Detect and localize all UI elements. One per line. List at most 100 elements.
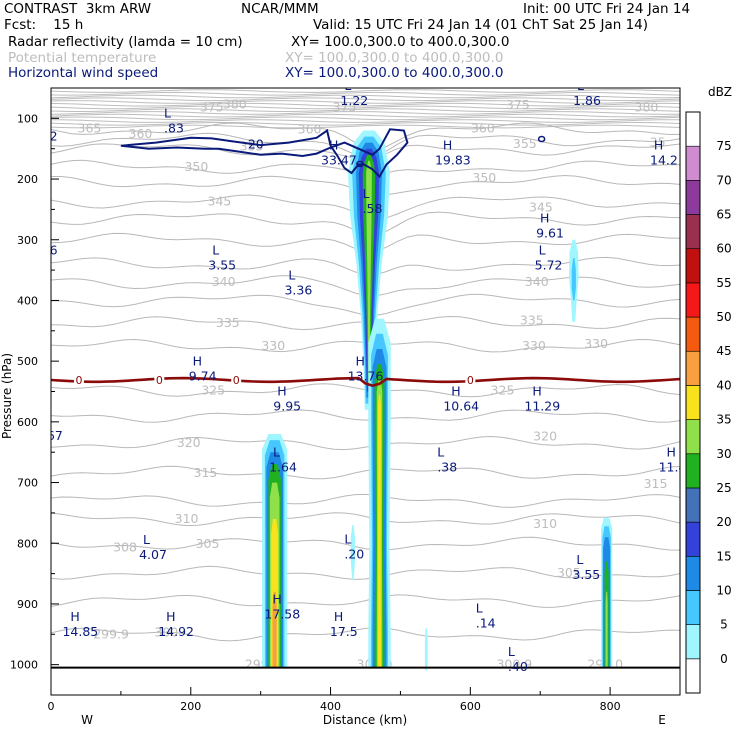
theta-label: 305 (196, 536, 220, 551)
theta-label: 315 (644, 476, 668, 491)
reflectivity-field (262, 130, 613, 671)
field-name-reflectivity: Radar reflectivity (lamda = 10 cm) (8, 34, 243, 50)
wind-extremum-label: H19.83 (435, 138, 471, 168)
organization: NCAR/MMM (241, 1, 319, 17)
extremum-value: 13.76 (348, 369, 384, 384)
theta-label: 315 (194, 465, 218, 480)
colorbar-label: 10 (716, 583, 731, 597)
extremum-type: H (654, 138, 663, 153)
theta-label: 375 (333, 99, 357, 114)
wind-extremum-label: L4.07 (139, 532, 167, 562)
y-axis-label: Pressure (hPa) (0, 353, 14, 439)
colorbar-swatch (685, 385, 701, 420)
colorbar-label: 40 (716, 378, 731, 392)
theta-contour (51, 100, 680, 104)
theta-label: 35 (650, 135, 666, 150)
x-tick-label: 400 (320, 700, 341, 713)
freezing-label-bg (231, 373, 242, 385)
colorbar-swatch (685, 419, 701, 455)
theta-label: 308 (113, 539, 137, 554)
reflectivity-contour (272, 543, 277, 668)
theta-label: 330 (584, 336, 608, 351)
x-axis-west-label: W (81, 713, 93, 727)
theta-label: 335 (216, 315, 240, 330)
extremum-value: 1.86 (573, 93, 601, 108)
theta-contour (51, 91, 680, 96)
theta-label: 325 (491, 382, 515, 397)
extremum-value: .14 (476, 616, 496, 631)
theta-label: 360 (298, 121, 322, 136)
theta-contour (51, 116, 680, 121)
extremum-value: 72 (42, 128, 58, 143)
colorbar-swatch (685, 145, 701, 181)
theta-contour (51, 536, 680, 551)
colorbar-label: 25 (716, 481, 731, 495)
colorbar-swatch (685, 282, 701, 318)
theta-label: 330 (261, 338, 285, 353)
wind-extremum-label: H11.42 (659, 445, 680, 475)
extremum-value: 33.47 (321, 153, 357, 168)
extremum-value: .83 (164, 120, 184, 135)
wind-extremum-label: H33.47 (321, 138, 357, 168)
reflectivity-contour (366, 160, 372, 380)
colorbar-label: 55 (716, 276, 731, 290)
colorbar-swatch (685, 487, 701, 523)
extremum-type: H (39, 413, 48, 428)
wind-extremum-label: L5.72 (535, 243, 563, 273)
theta-contour (51, 94, 680, 99)
colorbar-label: 45 (716, 344, 731, 358)
freezing-label: 0 (75, 374, 82, 387)
theta-contour (51, 435, 680, 451)
extremum-type: L (577, 78, 584, 93)
colorbar-swatch (685, 214, 701, 250)
colorbar-label: 70 (716, 173, 731, 187)
theta-contour (51, 594, 680, 608)
wind-extremum-label: L.14 (476, 601, 496, 631)
y-tick-label: 200 (17, 173, 38, 186)
extremum-value: 5.72 (535, 258, 563, 273)
theta-label: 325 (201, 382, 225, 397)
wind-extremum-label: H10.64 (443, 383, 479, 413)
y-tick-label: 100 (17, 112, 38, 125)
field-name-theta: Potential temperature (8, 50, 157, 66)
wind-extremum-label: H9.74 (189, 354, 217, 384)
colorbar-label: 65 (716, 208, 731, 222)
extremum-value: 3.55 (572, 567, 600, 582)
theta-label: 360 (471, 121, 495, 136)
extremum-type: H (272, 592, 281, 607)
y-tick-label: 700 (17, 477, 38, 490)
colorbar-frame (685, 111, 701, 694)
extremum-value: 19.83 (435, 153, 471, 168)
theta-label: 345 (208, 194, 232, 209)
extremum-type: H (356, 354, 365, 369)
colorbar-swatch (685, 248, 701, 284)
extremum-type: H (70, 609, 79, 624)
extremum-value: 3.36 (284, 282, 312, 297)
extremum-type: L (143, 532, 150, 547)
theta-label: 375 (506, 97, 530, 112)
theta-label: 305 (557, 565, 581, 580)
extremum-type: H (667, 445, 676, 460)
extremum-value: 3.55 (208, 258, 236, 273)
valid-time: Valid: 15 UTC Fri 24 Jan 14 (01 ChT Sat … (313, 17, 649, 33)
reflectivity-contour (424, 628, 428, 671)
freezing-label: 0 (467, 374, 474, 387)
y-tick-label: 800 (17, 537, 38, 550)
wind-extremum-label: L.38 (437, 445, 457, 475)
theta-label: 335 (520, 312, 544, 327)
theta-label: 380 (223, 96, 247, 111)
wind-extremum-label: L3.55 (208, 243, 236, 273)
x-tick-label: 0 (48, 700, 55, 713)
theta-contour (51, 113, 680, 118)
extremum-type: L (40, 227, 47, 242)
extremum-value: .40 (508, 659, 528, 674)
wind-extremum-label: H11.29 (524, 383, 560, 413)
extremum-value: 9.61 (536, 225, 564, 240)
wind-extremum-label: L1.22 (340, 88, 368, 108)
theta-label: 350 (184, 159, 208, 174)
extremum-type: L (273, 445, 280, 460)
colorbar-label: 30 (716, 447, 731, 461)
extremum-type: H (540, 210, 549, 225)
theta-contour (51, 97, 680, 102)
wind-contour-20 (120, 128, 409, 179)
